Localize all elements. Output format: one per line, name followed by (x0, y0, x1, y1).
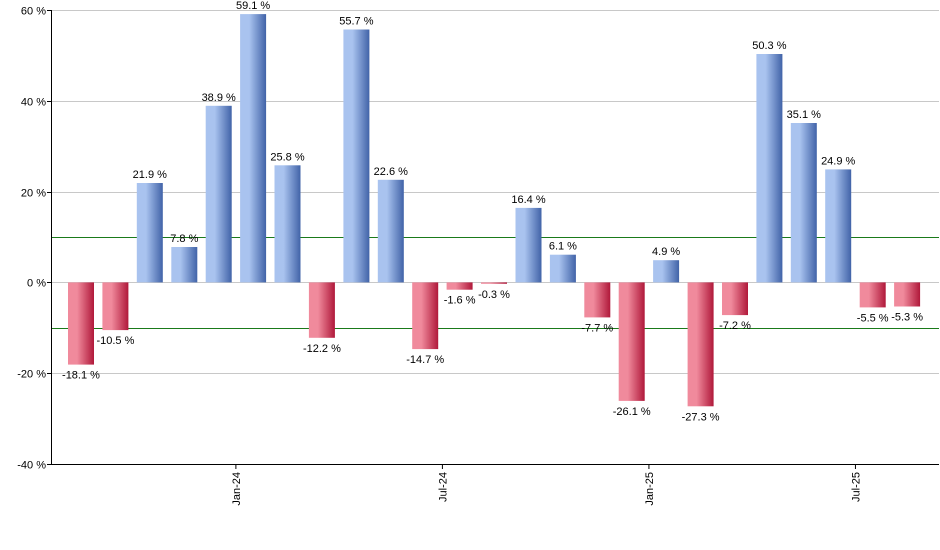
y-tick-label: -20 % (17, 369, 46, 381)
x-tick-label: Jul-25 (850, 472, 862, 502)
data-label: -5.5 % (857, 312, 889, 324)
data-label: 6.1 % (549, 241, 577, 253)
bars (68, 14, 921, 407)
bar (653, 260, 680, 283)
data-label: 24.9 % (821, 155, 855, 167)
data-label: 21.9 % (133, 169, 167, 181)
y-tick-label: -40 % (17, 460, 46, 472)
y-tick-label: 40 % (21, 97, 46, 109)
data-label: 59.1 % (236, 0, 270, 12)
bar (412, 282, 439, 350)
grid-lines (51, 10, 939, 374)
data-label: -14.7 % (406, 354, 444, 366)
data-label: -27.3 % (682, 411, 720, 423)
bar (756, 54, 783, 283)
bar (481, 282, 507, 284)
data-label: 55.7 % (339, 16, 373, 28)
data-label: 25.8 % (270, 151, 304, 163)
bar (171, 247, 198, 283)
data-label: 35.1 % (787, 109, 821, 121)
bar (515, 207, 542, 283)
x-tick-label: Jan-24 (231, 472, 243, 506)
data-label: -10.5 % (96, 335, 134, 347)
bar (68, 282, 94, 365)
data-label: 4.9 % (652, 246, 680, 258)
bar (240, 14, 267, 283)
data-label: 16.4 % (511, 194, 545, 206)
bar (618, 282, 645, 401)
bar (343, 29, 370, 283)
bar (308, 282, 335, 338)
y-tick-label: 20 % (21, 188, 46, 200)
data-labels: -18.1 % -10.5 % 21.9 % 7.8 % 38.9 % 59.1 % 25.… (62, 0, 923, 423)
bar (274, 165, 301, 283)
data-label: -1.6 % (444, 295, 476, 307)
bar (722, 282, 748, 316)
data-label: 50.3 % (752, 40, 786, 52)
bar (859, 282, 886, 308)
data-label: 38.9 % (202, 92, 236, 104)
bar (377, 179, 404, 283)
data-label: 7.8 % (170, 233, 198, 245)
bar (825, 169, 852, 283)
axes: 60 % 40 % 20 % 0 % -20 % -40 % Jan-24 Jul-24 Jan… (17, 6, 939, 506)
bar (790, 123, 817, 283)
data-label: -7.2 % (719, 320, 751, 332)
x-tick-label: Jul-24 (437, 472, 449, 502)
data-label: -5.3 % (891, 312, 923, 324)
data-label: -7.7 % (581, 322, 613, 334)
data-label: 22.6 % (374, 166, 408, 178)
bar (584, 282, 611, 318)
data-label: -0.3 % (478, 289, 510, 301)
y-tick-label: 0 % (27, 278, 46, 290)
bar (136, 183, 163, 283)
bar (446, 282, 473, 290)
x-tick-label: Jan-25 (644, 472, 656, 506)
y-tick-label: 60 % (21, 6, 46, 18)
data-label: -12.2 % (303, 343, 341, 355)
bar (102, 282, 129, 331)
bar (205, 105, 232, 283)
data-label: -18.1 % (62, 370, 100, 382)
bar (894, 282, 921, 307)
bar (549, 254, 576, 283)
bar (687, 282, 714, 407)
data-label: -26.1 % (613, 406, 651, 418)
